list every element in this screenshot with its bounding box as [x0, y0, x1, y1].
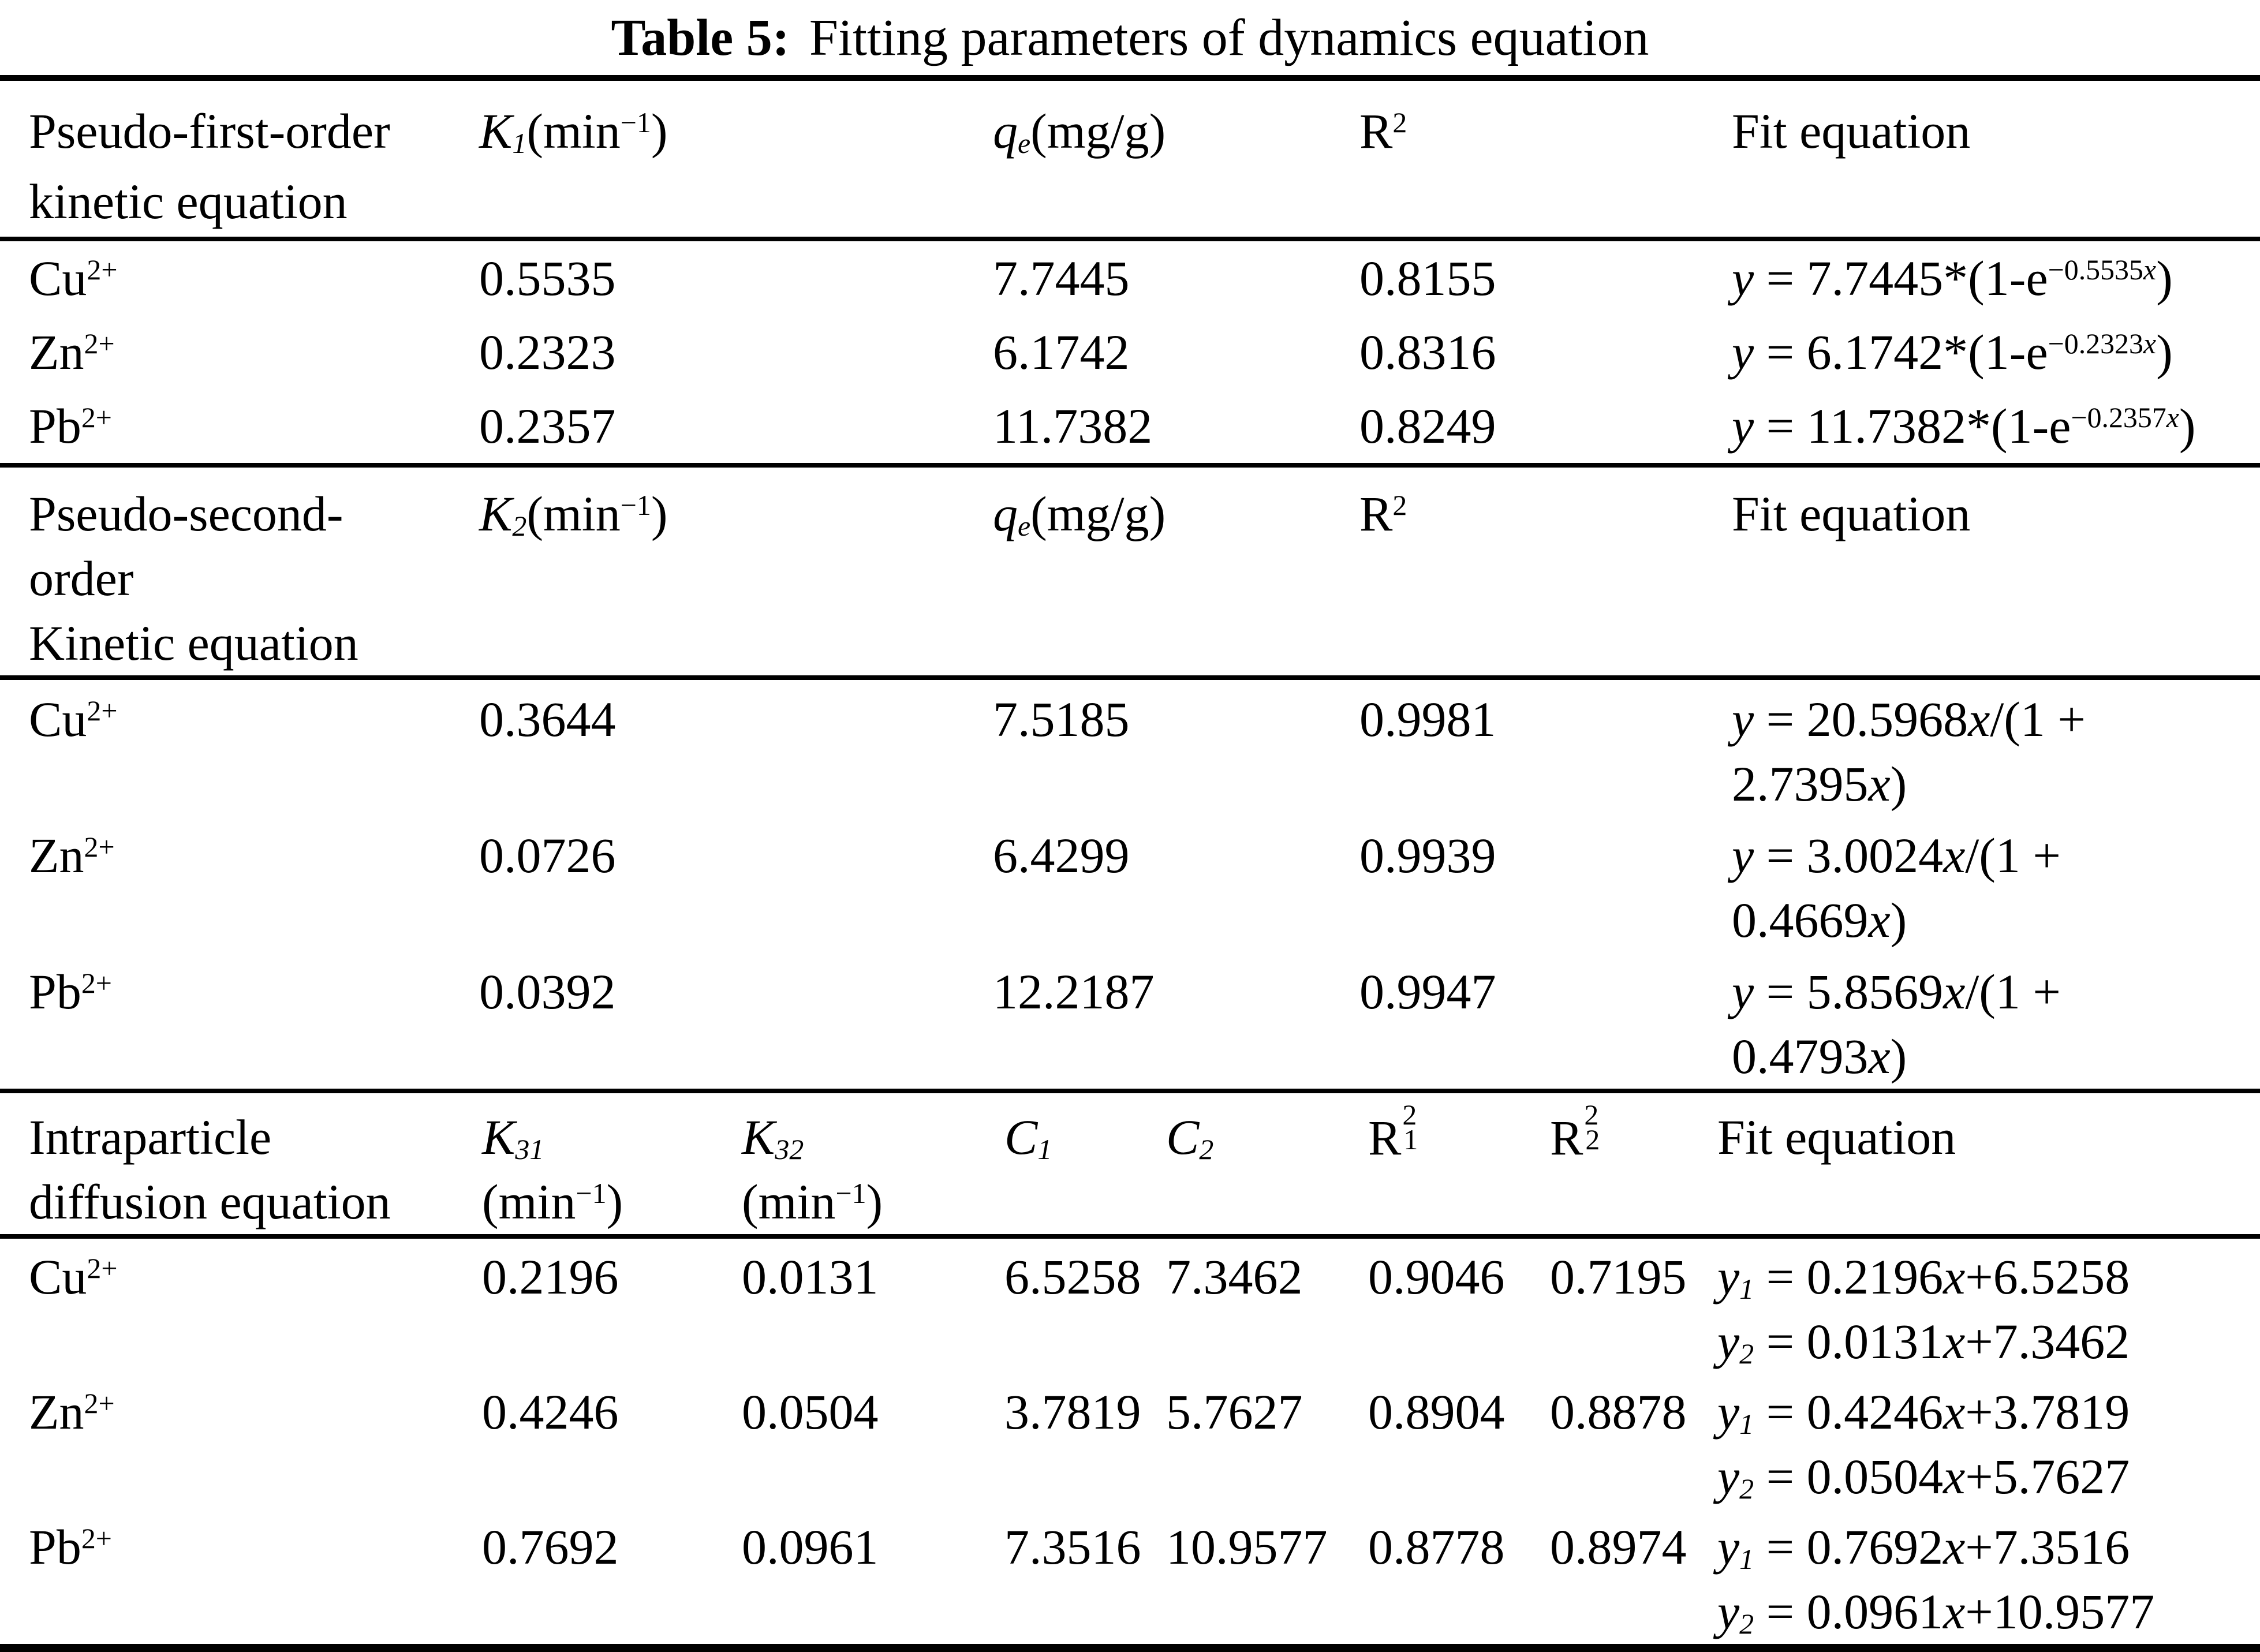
k31-value: 0.4246	[482, 1384, 619, 1440]
table-row-s3-pb: Pb2+ 0.7692 0.0961 7.3516 10.9577 0.8778…	[0, 1509, 2260, 1644]
section1-col-r2: R2	[1359, 103, 1407, 159]
table-row-s1-pb: Pb2+ 0.2357 11.7382 0.8249 y = 11.7382*(…	[0, 389, 2260, 463]
qe-value: 7.5185	[993, 692, 1130, 747]
c1-value: 7.3516	[1004, 1519, 1141, 1575]
table-rule	[0, 1234, 2260, 1239]
k1-value: 0.2323	[479, 324, 616, 380]
table-caption-text: Fitting parameters of dynamics equation	[809, 9, 1649, 66]
section3-col-c2: C2	[1166, 1109, 1214, 1165]
fit-equation: y = 6.1742*(1-e−0.2323x)	[1732, 324, 2173, 380]
r2-value: 0.9939	[1359, 828, 1496, 883]
r2-value: 0.8316	[1359, 324, 1496, 380]
ion-cell: Zn2+	[29, 828, 115, 883]
c2-value: 7.3462	[1166, 1249, 1303, 1305]
fit-equations: y1 = 0.4246x+3.7819 y2 = 0.0504x+5.7627	[1717, 1384, 2130, 1505]
section3-name: Intraparticle diffusion equation	[29, 1109, 391, 1229]
section1-name: Pseudo-first-order kinetic equation	[29, 103, 390, 229]
table-row-s2-pb: Pb2+ 0.0392 12.2187 0.9947 y = 5.8569x/(…	[0, 952, 2260, 1089]
table-row-s2-cu: Cu2+ 0.3644 7.5185 0.9981 y = 20.5968x/(…	[0, 680, 2260, 816]
section3-col-fit: Fit equation	[1717, 1109, 1956, 1165]
ion-cell: Cu2+	[29, 692, 118, 747]
section3-header-row: Intraparticle diffusion equation K31 (min−…	[0, 1093, 2260, 1234]
fit-equations: y1 = 0.2196x+6.5258 y2 = 0.0131x+7.3462	[1717, 1249, 2130, 1370]
r2-1-value: 0.8904	[1368, 1384, 1505, 1440]
table-rule	[0, 463, 2260, 468]
fit-equation: y = 7.7445*(1-e−0.5535x)	[1732, 251, 2173, 306]
qe-value: 6.1742	[993, 324, 1130, 380]
k2-value: 0.3644	[479, 692, 616, 747]
k32-value: 0.0961	[742, 1519, 879, 1575]
section2-name: Pseudo-second-order Kinetic equation	[29, 486, 358, 671]
c1-value: 6.5258	[1004, 1249, 1141, 1305]
qe-value: 6.4299	[993, 828, 1130, 883]
section1-header-row: Pseudo-first-order kinetic equation K1(mi…	[0, 81, 2260, 237]
section2-header-row: Pseudo-second-order Kinetic equation K2(m…	[0, 468, 2260, 675]
r2-2-value: 0.8974	[1550, 1519, 1687, 1575]
section2-col-qe: qe(mg/g)	[993, 486, 1166, 542]
section3-col-k31: K31 (min−1)	[482, 1109, 623, 1229]
k2-value: 0.0726	[479, 828, 616, 883]
ion-cell: Cu2+	[29, 1249, 118, 1305]
table-caption: Table 5: Fitting parameters of dynamics e…	[0, 0, 2260, 75]
k1-value: 0.2357	[479, 398, 616, 454]
fit-equations: y1 = 0.7692x+7.3516 y2 = 0.0961x+10.9577	[1717, 1519, 2155, 1640]
ion-cell: Cu2+	[29, 251, 118, 306]
k31-value: 0.7692	[482, 1519, 619, 1575]
table-row-s3-zn: Zn2+ 0.4246 0.0504 3.7819 5.7627 0.8904 …	[0, 1374, 2260, 1509]
k32-value: 0.0504	[742, 1384, 879, 1440]
k32-value: 0.0131	[742, 1249, 879, 1305]
c2-value: 5.7627	[1166, 1384, 1303, 1440]
table-rule	[0, 1089, 2260, 1093]
section1-col-fit: Fit equation	[1732, 103, 1971, 159]
section1-col-qe: qe(mg/g)	[993, 103, 1166, 159]
section3-col-k32: K32 (min−1)	[742, 1109, 883, 1229]
fit-equation: y = 3.0024x/(1 +0.4669x)	[1732, 828, 2061, 948]
r2-value: 0.8249	[1359, 398, 1496, 454]
fit-equation: y = 5.8569x/(1 +0.4793x)	[1732, 964, 2061, 1084]
table-caption-label: Table 5:	[611, 9, 790, 66]
section2-col-r2: R2	[1359, 486, 1407, 541]
table-row-s1-zn: Zn2+ 0.2323 6.1742 0.8316 y = 6.1742*(1-…	[0, 315, 2260, 389]
ion-cell: Pb2+	[29, 964, 112, 1019]
fit-equation: y = 20.5968x/(1 +2.7395x)	[1732, 692, 2086, 812]
section2-col-fit: Fit equation	[1732, 486, 1971, 541]
table-bottom-rule	[0, 1644, 2260, 1652]
table-row-s1-cu: Cu2+ 0.5535 7.7445 0.8155 y = 7.7445*(1-…	[0, 241, 2260, 315]
r2-1-value: 0.8778	[1368, 1519, 1505, 1575]
qe-value: 11.7382	[993, 398, 1153, 454]
c2-value: 10.9577	[1166, 1519, 1328, 1575]
r2-1-value: 0.9046	[1368, 1249, 1505, 1305]
r2-2-value: 0.8878	[1550, 1384, 1687, 1440]
r2-2-value: 0.7195	[1550, 1249, 1687, 1305]
table-top-rule	[0, 75, 2260, 81]
ion-cell: Pb2+	[29, 398, 112, 454]
r2-value: 0.8155	[1359, 251, 1496, 306]
ion-cell: Pb2+	[29, 1519, 112, 1575]
ion-cell: Zn2+	[29, 324, 115, 380]
section1-col-k1: K1(min−1)	[479, 103, 668, 159]
c1-value: 3.7819	[1004, 1384, 1141, 1440]
k1-value: 0.5535	[479, 251, 616, 306]
ion-cell: Zn2+	[29, 1384, 115, 1440]
qe-value: 7.7445	[993, 251, 1130, 306]
table-row-s2-zn: Zn2+ 0.0726 6.4299 0.9939 y = 3.0024x/(1…	[0, 816, 2260, 952]
k31-value: 0.2196	[482, 1249, 619, 1305]
section2-col-k2: K2(min−1)	[479, 486, 668, 542]
r2-value: 0.9981	[1359, 692, 1496, 747]
section3-col-c1: C1	[1004, 1109, 1052, 1165]
qe-value: 12.2187	[993, 964, 1155, 1019]
table-rule	[0, 237, 2260, 241]
table-rule	[0, 675, 2260, 680]
k2-value: 0.0392	[479, 964, 616, 1019]
table-row-s3-cu: Cu2+ 0.2196 0.0131 6.5258 7.3462 0.9046 …	[0, 1239, 2260, 1374]
r2-value: 0.9947	[1359, 964, 1496, 1019]
fit-equation: y = 11.7382*(1-e−0.2357x)	[1732, 398, 2196, 454]
